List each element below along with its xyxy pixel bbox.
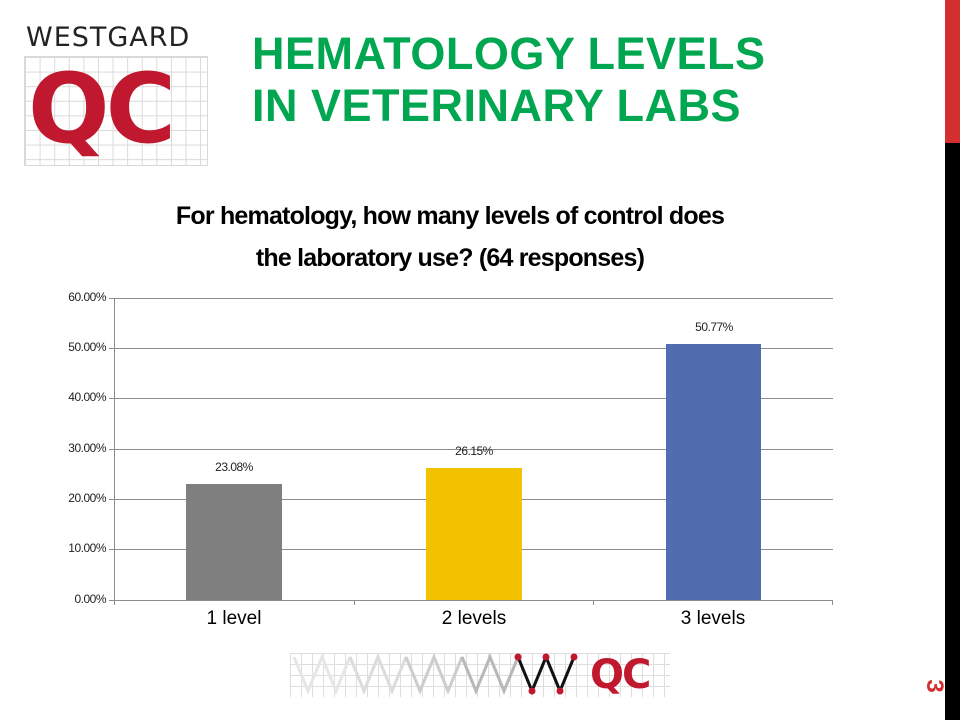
side-bar-accent xyxy=(945,0,960,143)
logo-qc-mark: QC xyxy=(28,53,176,165)
category-label: 3 levels xyxy=(680,608,746,629)
slide-title-line2: IN VETERINARY LABS xyxy=(252,80,742,131)
footer-logo-grid xyxy=(290,653,670,697)
page-number: 3 xyxy=(921,679,948,693)
slide-title: HEMATOLOGY LEVELS IN VETERINARY LABS xyxy=(252,28,892,132)
footer-logo: QC xyxy=(290,651,670,699)
logo-wordmark: WESTGARD xyxy=(26,22,191,53)
zigzag-w-icon xyxy=(292,653,578,695)
ytick-mark xyxy=(109,298,114,299)
footer-logo-qc-mark: QC xyxy=(590,652,651,698)
ytick-label: 30.00% xyxy=(68,441,106,455)
gridline-60 xyxy=(114,298,833,299)
ytick-mark xyxy=(109,348,114,349)
ytick-mark xyxy=(109,600,114,601)
chart-title: For hematology, how many levels of contr… xyxy=(100,195,800,279)
xtick-mark xyxy=(593,600,594,605)
chart-title-line2: the laboratory use? (64 responses) xyxy=(255,244,645,272)
bar-2-levels xyxy=(426,468,522,600)
bar-chart-plot: 60.00% 50.00% 40.00% 30.00% 20.00% 10.00… xyxy=(68,290,833,629)
ytick-label: 50.00% xyxy=(68,340,106,354)
bar-value-label: 50.77% xyxy=(695,320,733,334)
bar-3-levels xyxy=(666,344,761,600)
slide-title-line1: HEMATOLOGY LEVELS xyxy=(252,28,766,79)
bar-value-label: 26.15% xyxy=(455,444,493,458)
category-label: 2 levels xyxy=(441,608,507,629)
category-label: 1 level xyxy=(206,608,262,629)
ytick-label: 60.00% xyxy=(68,290,106,304)
ytick-label: 0.00% xyxy=(74,592,106,606)
bar-1-level xyxy=(186,484,282,600)
westgard-qc-logo: WESTGARD QC xyxy=(24,22,208,166)
ytick-mark xyxy=(109,549,114,550)
logo-grid-background xyxy=(24,56,208,166)
x-axis-line xyxy=(114,600,833,601)
xtick-mark xyxy=(354,600,355,605)
ytick-mark xyxy=(109,449,114,450)
gridline-40 xyxy=(114,398,833,399)
gridline-30 xyxy=(114,449,833,450)
ytick-label: 10.00% xyxy=(68,541,106,555)
xtick-mark xyxy=(832,600,833,605)
ytick-label: 40.00% xyxy=(68,390,106,404)
ytick-mark xyxy=(109,499,114,500)
side-bar xyxy=(945,0,960,720)
bar-value-label: 23.08% xyxy=(215,460,253,474)
gridline-50 xyxy=(114,348,833,349)
y-axis-line xyxy=(114,298,115,605)
ytick-mark xyxy=(109,398,114,399)
chart-title-line1: For hematology, how many levels of contr… xyxy=(175,202,725,230)
ytick-label: 20.00% xyxy=(68,491,106,505)
